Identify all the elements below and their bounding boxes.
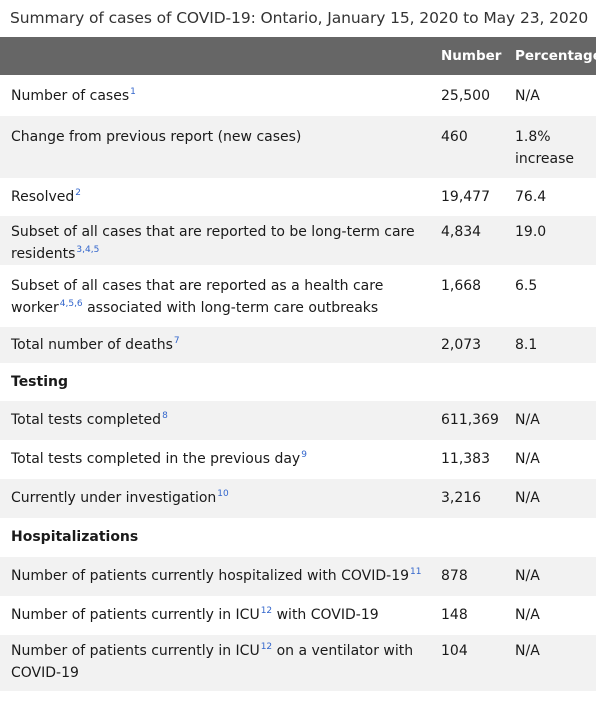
row-percentage: 8.1 [504,327,596,363]
table-row: Total tests completed8 611,369 N/A [0,401,596,440]
row-percentage: N/A [504,479,596,518]
header-percentage: Percentage [504,37,596,75]
row-label-text: Total tests completed in the previous da… [11,451,301,467]
row-number: 1,668 [441,278,482,294]
footnote-ref[interactable]: 11 [410,567,422,577]
row-label-text: Currently under investigation [11,490,217,506]
row-label-text: Resolved [11,189,75,205]
table-row: Subset of all cases that are reported to… [0,216,596,265]
header-label [0,37,430,75]
row-percentage: N/A [515,607,540,623]
row-percentage: N/A [504,635,596,691]
row-label-text: with COVID-19 [272,607,379,623]
row-number: 19,477 [441,189,490,205]
table-row: Change from previous report (new cases) 4… [0,116,596,178]
row-percentage: 1.8% increase [504,116,596,178]
row-label-text: Total tests completed [11,412,162,428]
row-label: Change from previous report (new cases) [0,116,430,178]
footnote-ref[interactable]: 12 [260,642,273,652]
table-caption: Summary of cases of COVID-19: Ontario, J… [10,9,589,27]
covid-summary-table: Number Percentage Number of cases1 25,500… [0,37,596,691]
row-number: 611,369 [430,401,504,440]
row-label: Number of patients currently in ICU12 wi… [0,596,430,635]
header-row: Number Percentage [0,37,596,75]
footnote-ref[interactable]: 4,5,6 [59,299,83,309]
row-label-text: Number of patients currently hospitalize… [11,568,410,584]
row-label: Number of patients currently hospitalize… [0,557,430,596]
table-row: Resolved2 19,477 76.4 [0,178,596,216]
row-percentage: N/A [515,451,540,467]
footnote-ref[interactable]: 8 [162,411,168,421]
row-number: 25,500 [441,88,490,104]
row-label-text: Number of patients currently in ICU [11,643,260,659]
row-label-text: Total number of deaths [11,337,173,353]
footnote-ref[interactable]: 9 [301,450,307,460]
row-number: 11,383 [441,451,490,467]
row-label-text: on a ventilator with COVID-19 [11,643,414,681]
footnote-ref[interactable]: 1 [130,87,136,97]
row-percentage: N/A [504,557,596,596]
row-label: Number of cases1 [0,75,430,116]
row-label-text: Subset of all cases that are reported as… [11,278,384,316]
row-label-text: associated with long-term care outbreaks [82,300,379,316]
section-row: Testing [0,363,596,401]
row-percentage: N/A [504,401,596,440]
row-number: 4,834 [430,216,504,265]
footnote-ref[interactable]: 10 [217,489,229,499]
section-row: Hospitalizations [0,518,596,557]
row-label: Resolved2 [0,178,430,216]
row-label-text: Number of patients currently in ICU [11,607,260,623]
row-label: Total tests completed8 [0,401,430,440]
table-row: Number of patients currently in ICU12 wi… [0,596,596,635]
row-label: Total tests completed in the previous da… [0,440,430,479]
row-percentage: 76.4 [515,189,547,205]
row-label: Number of patients currently in ICU12 on… [0,635,430,691]
row-label: Total number of deaths7 [0,327,430,363]
table-row: Currently under investigation10 3,216 N/A [0,479,596,518]
row-number: 2,073 [430,327,504,363]
footnote-ref[interactable]: 2 [75,188,81,198]
row-number: 878 [430,557,504,596]
table-row: Number of patients currently in ICU12 on… [0,635,596,691]
row-label-text: Number of cases [11,88,130,104]
footnote-ref[interactable]: 3,4,5 [76,245,100,255]
footnote-ref[interactable]: 12 [260,606,273,616]
row-percentage: 19.0 [504,216,596,265]
table-row: Total number of deaths7 2,073 8.1 [0,327,596,363]
table-row: Number of cases1 25,500 N/A [0,75,596,116]
row-percentage: N/A [515,88,540,104]
row-number: 148 [441,607,468,623]
table-row: Total tests completed in the previous da… [0,440,596,479]
row-label: Subset of all cases that are reported to… [0,216,430,265]
section-heading: Testing [11,374,68,390]
row-label: Subset of all cases that are reported as… [0,265,430,327]
row-label-text: Change from previous report (new cases) [11,129,302,145]
footnote-ref[interactable]: 7 [173,336,180,346]
header-number: Number [430,37,504,75]
section-heading: Hospitalizations [11,529,139,545]
row-number: 104 [430,635,504,691]
row-label: Currently under investigation10 [0,479,430,518]
row-number: 3,216 [430,479,504,518]
table-row: Subset of all cases that are reported as… [0,265,596,327]
row-label-text: Subset of all cases that are reported to… [11,224,415,262]
table-row: Number of patients currently hospitalize… [0,557,596,596]
row-percentage: 6.5 [515,278,538,294]
row-number: 460 [430,116,504,178]
